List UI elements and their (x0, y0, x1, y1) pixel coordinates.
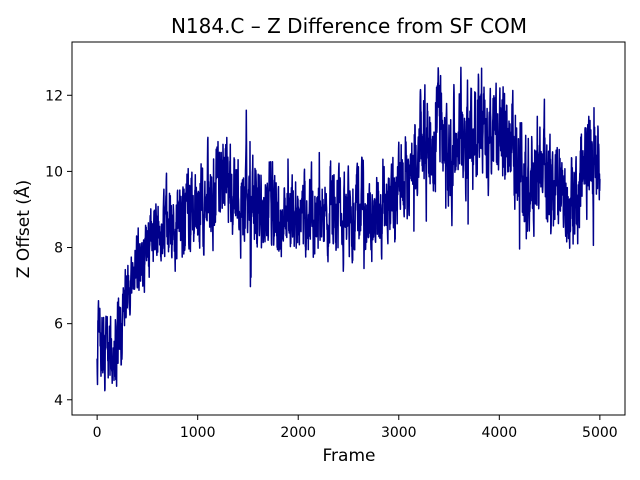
y-axis-label: Z Offset (Å) (12, 180, 34, 278)
y-tick-label: 8 (54, 241, 63, 257)
x-tick-label: 1000 (180, 425, 216, 441)
plot-frame (71, 41, 626, 416)
x-tick-label: 2000 (280, 425, 316, 441)
y-tick-label: 12 (45, 88, 63, 104)
series-line (96, 66, 601, 392)
plot-area (71, 41, 626, 416)
x-tick-label: 0 (93, 425, 102, 441)
x-axis: 0 1000 2000 3000 4000 5000 (93, 415, 618, 441)
y-axis: 4 6 8 10 12 (45, 88, 72, 409)
y-tick-label: 6 (54, 317, 63, 333)
y-tick-label: 10 (45, 164, 63, 180)
chart-title: N184.C – Z Difference from SF COM (171, 14, 527, 38)
x-axis-label: Frame (323, 446, 376, 466)
x-tick-label: 3000 (381, 425, 417, 441)
x-tick-label: 4000 (481, 425, 517, 441)
x-tick-label: 5000 (582, 425, 618, 441)
y-tick-label: 4 (54, 393, 63, 409)
